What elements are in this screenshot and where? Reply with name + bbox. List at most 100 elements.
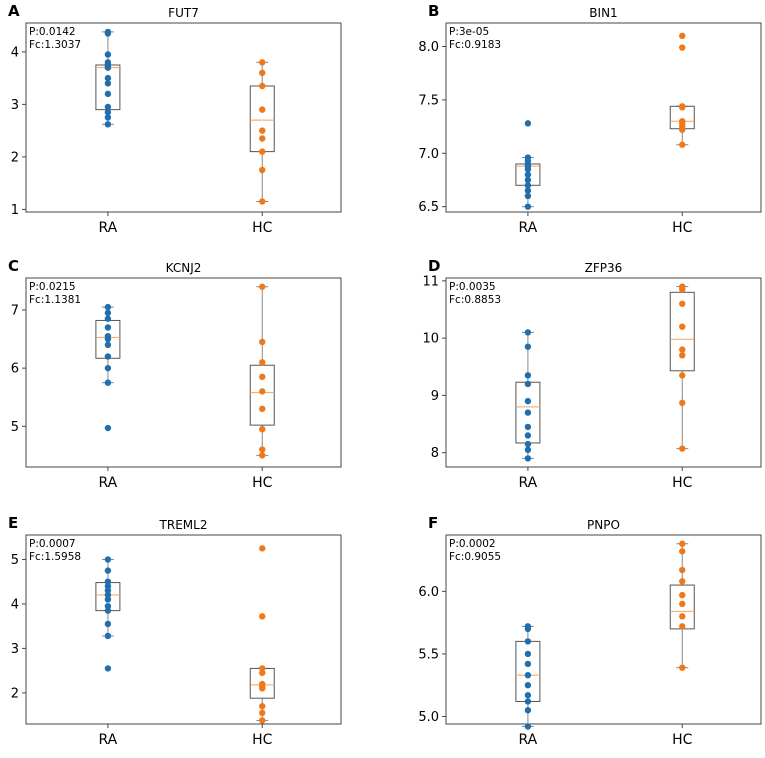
data-point-ra: [104, 121, 112, 128]
data-point-hc: [259, 669, 266, 677]
data-point-ra: [524, 171, 532, 178]
x-tick-label: HC: [672, 220, 693, 236]
data-point-hc: [679, 445, 686, 452]
data-point-ra: [104, 30, 112, 37]
data-point-hc: [259, 359, 266, 366]
data-point-hc: [259, 452, 266, 459]
y-tick-label: 6.5: [418, 200, 439, 215]
axes-frame: [445, 22, 762, 213]
x-tick-label: HC: [252, 732, 273, 748]
data-point-hc: [259, 703, 266, 710]
data-point-hc: [679, 126, 686, 133]
data-point-ra: [104, 114, 112, 121]
y-tick-label: 5.0: [418, 710, 439, 725]
y-tick-label: 4: [11, 45, 19, 60]
y-tick-label: 6: [11, 362, 19, 377]
data-point-hc: [259, 166, 266, 174]
x-tick-label: RA: [99, 475, 118, 491]
data-point-ra: [524, 166, 532, 173]
data-point-ra: [104, 602, 112, 610]
data-point-hc: [259, 338, 266, 346]
p-value-label: P:0.0215: [29, 281, 76, 293]
data-point-hc: [259, 148, 266, 155]
data-point-ra: [524, 707, 532, 714]
data-point-ra: [524, 182, 532, 189]
data-point-ra: [104, 64, 112, 71]
data-point-hc: [679, 323, 686, 330]
fold-change-label: Fc:0.9183: [449, 39, 501, 51]
y-tick-label: 7.0: [418, 147, 439, 162]
data-point-hc: [259, 69, 266, 77]
data-point-ra: [524, 660, 532, 668]
panel-title: PNPO: [587, 518, 620, 532]
data-point-ra: [104, 324, 112, 331]
data-point-ra: [524, 192, 532, 200]
data-point-ra: [104, 620, 112, 628]
panel-title: ZFP36: [585, 261, 623, 275]
y-tick-label: 1: [11, 203, 19, 218]
data-point-ra: [524, 432, 532, 439]
data-point-hc: [679, 578, 686, 585]
y-tick-label: 5: [11, 420, 19, 435]
fold-change-label: Fc:0.8853: [449, 294, 501, 306]
data-point-hc: [259, 59, 266, 66]
data-point-hc: [679, 372, 686, 379]
panel-letter: B: [428, 2, 439, 20]
p-value-label: P:3e-05: [449, 26, 489, 38]
data-point-hc: [679, 600, 686, 608]
data-point-ra: [524, 625, 532, 633]
data-point-ra: [524, 397, 532, 405]
data-point-ra: [104, 315, 112, 322]
data-point-ra: [524, 329, 532, 336]
data-point-ra: [104, 567, 112, 574]
panel-title: KCNJ2: [166, 261, 202, 275]
fold-change-label: Fc:1.1381: [29, 294, 81, 306]
data-point-ra: [524, 187, 532, 194]
data-point-hc: [259, 373, 266, 381]
data-point-hc: [679, 104, 686, 111]
data-point-hc: [679, 540, 686, 547]
data-point-ra: [104, 556, 112, 563]
data-point-hc: [259, 709, 266, 717]
data-point-ra: [524, 409, 532, 416]
data-point-hc: [679, 623, 686, 630]
data-point-ra: [524, 650, 532, 658]
y-tick-label: 4: [11, 597, 19, 612]
data-point-ra: [104, 424, 112, 432]
data-point-hc: [259, 545, 266, 552]
data-point-ra: [104, 309, 112, 317]
data-point-ra: [104, 353, 112, 360]
y-tick-label: 10: [422, 332, 439, 347]
x-tick-label: HC: [672, 732, 693, 748]
data-point-ra: [524, 423, 532, 431]
data-point-hc: [259, 446, 266, 453]
x-tick-label: RA: [99, 732, 118, 748]
y-tick-label: 3: [11, 642, 19, 657]
data-point-ra: [104, 607, 112, 614]
data-point-ra: [104, 591, 112, 599]
data-point-ra: [524, 380, 532, 388]
data-point-hc: [259, 388, 266, 395]
data-point-hc: [259, 717, 266, 724]
data-point-hc: [679, 548, 686, 555]
panel-title: BIN1: [589, 6, 617, 20]
data-point-hc: [259, 426, 266, 433]
x-tick-label: HC: [252, 220, 273, 236]
data-point-hc: [679, 32, 686, 40]
data-point-hc: [259, 82, 266, 90]
data-point-ra: [104, 51, 112, 58]
data-point-hc: [679, 352, 686, 359]
data-point-hc: [679, 613, 686, 620]
y-tick-label: 5: [11, 553, 19, 568]
box-hc: [249, 85, 275, 153]
data-point-hc: [259, 685, 266, 692]
axes-frame: [445, 534, 762, 725]
data-point-ra: [524, 446, 532, 454]
fold-change-label: Fc:0.9055: [449, 551, 501, 563]
data-point-ra: [104, 665, 112, 672]
